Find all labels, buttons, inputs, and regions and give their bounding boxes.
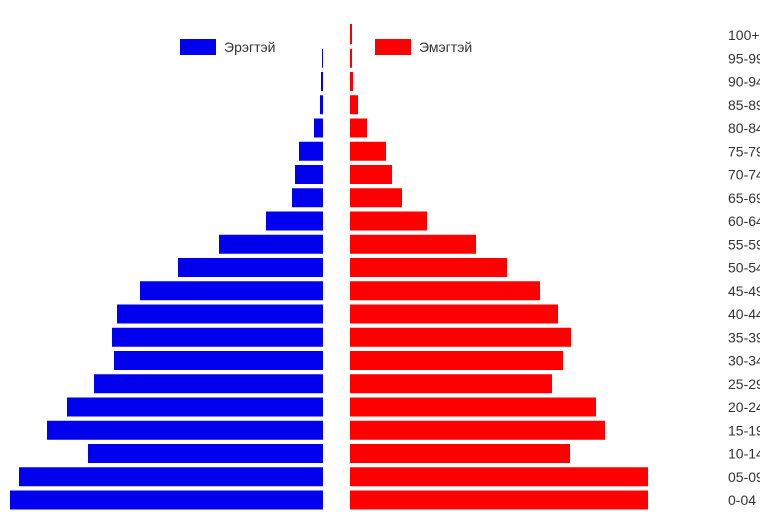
male-bar-30-34 [114,351,323,370]
legend: Эрэгтэй Эмэгтэй [180,39,472,55]
male-bar-75-79 [299,141,323,161]
age-label-30-34: 30-34 [728,353,760,369]
age-label-90-94: 90-94 [728,74,760,90]
legend-swatch-female [375,39,411,55]
female-bar-45-49 [350,281,540,301]
age-label-35-39: 35-39 [728,329,760,345]
male-bar-45-49 [140,281,323,301]
age-label-0-04: 0-04 [728,492,756,508]
age-label-50-54: 50-54 [728,260,760,276]
female-bar-10-14 [350,444,570,463]
age-label-95-99: 95-99 [728,50,760,66]
female-bar-65-69 [350,188,402,208]
female-bar-85-89 [350,95,358,115]
male-bar-50-54 [178,258,323,277]
male-bar-20-24 [67,397,323,417]
male-bar-65-69 [292,188,323,208]
female-bar-75-79 [350,141,386,161]
female-bar-60-64 [350,211,427,231]
female-bar-20-24 [350,397,596,417]
male-bar-10-14 [88,444,323,463]
male-bar-70-74 [295,165,323,184]
female-bar-70-74 [350,165,392,184]
male-bar-40-44 [117,304,323,324]
age-label-45-49: 45-49 [728,283,760,299]
legend-label-female: Эмэгтэй [419,39,472,55]
female-bar-55-59 [350,234,476,254]
female-bar-100+ [350,25,351,45]
female-bar-25-29 [350,374,552,394]
age-label-40-44: 40-44 [728,306,760,322]
male-bar-85-89 [320,95,323,115]
age-label-10-14: 10-14 [728,446,760,462]
female-bar-05-09 [350,467,648,487]
age-group-labels: 0-04 05-09 10-14 15-19 20-24 25-29 30-34 35-39 4… [728,27,760,508]
female-bar-0-04 [350,490,648,510]
male-bar-0-04 [10,490,323,510]
male-bar-80-84 [314,118,323,138]
female-bar-80-84 [350,118,367,138]
age-label-80-84: 80-84 [728,120,760,136]
female-bar-90-94 [350,72,353,91]
legend-label-male: Эрэгтэй [224,39,275,55]
age-label-100+: 100+ [728,27,760,43]
age-label-55-59: 55-59 [728,236,760,252]
age-label-60-64: 60-64 [728,213,760,229]
female-bar-40-44 [350,304,558,324]
age-label-65-69: 65-69 [728,190,760,206]
age-label-25-29: 25-29 [728,376,760,392]
male-bar-55-59 [219,234,323,254]
age-label-05-09: 05-09 [728,469,760,485]
male-bar-90-94 [321,72,323,91]
male-bar-95-99 [322,48,323,68]
age-label-85-89: 85-89 [728,97,760,113]
male-bars [10,48,323,510]
male-bar-35-39 [112,327,323,347]
male-bar-05-09 [19,467,323,487]
age-label-70-74: 70-74 [728,167,760,183]
age-label-15-19: 15-19 [728,422,760,438]
female-bars [350,25,648,510]
male-bar-15-19 [47,420,323,440]
female-bar-35-39 [350,327,571,347]
male-bar-25-29 [94,374,323,394]
female-bar-30-34 [350,351,563,370]
female-bar-15-19 [350,420,605,440]
male-bar-60-64 [266,211,323,231]
legend-swatch-male [180,39,216,55]
age-label-20-24: 20-24 [728,399,760,415]
age-label-75-79: 75-79 [728,143,760,159]
female-bar-95-99 [350,48,352,68]
female-bar-50-54 [350,258,507,277]
